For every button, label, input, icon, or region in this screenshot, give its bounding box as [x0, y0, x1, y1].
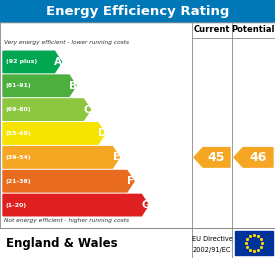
Text: (1-20): (1-20): [6, 203, 27, 208]
Polygon shape: [234, 148, 273, 167]
Polygon shape: [3, 123, 105, 144]
Text: 2002/91/EC: 2002/91/EC: [193, 247, 231, 253]
Text: A: A: [54, 57, 62, 67]
Text: 45: 45: [208, 151, 225, 164]
Text: (39-54): (39-54): [6, 155, 32, 160]
Polygon shape: [3, 51, 62, 73]
Text: B: B: [69, 81, 77, 91]
Text: (21-38): (21-38): [6, 179, 32, 184]
Polygon shape: [3, 194, 148, 216]
Text: Current: Current: [194, 26, 230, 35]
Text: (81-91): (81-91): [6, 83, 32, 88]
Text: Not energy efficient - higher running costs: Not energy efficient - higher running co…: [4, 218, 129, 223]
Bar: [235, 231, 273, 255]
Polygon shape: [3, 171, 134, 192]
Text: (92 plus): (92 plus): [6, 59, 37, 64]
Text: C: C: [84, 105, 91, 115]
Polygon shape: [3, 75, 76, 96]
Polygon shape: [3, 147, 120, 168]
Polygon shape: [194, 148, 230, 167]
Text: Energy Efficiency Rating: Energy Efficiency Rating: [46, 4, 229, 18]
Text: D: D: [98, 128, 106, 139]
Text: 46: 46: [249, 151, 267, 164]
Text: Very energy efficient - lower running costs: Very energy efficient - lower running co…: [4, 40, 129, 45]
Polygon shape: [3, 99, 90, 120]
Text: England & Wales: England & Wales: [6, 237, 118, 249]
Text: E: E: [113, 152, 120, 162]
Text: G: G: [141, 200, 150, 210]
Bar: [0, 0, 275, 22]
Text: F: F: [127, 176, 134, 186]
Text: (69-80): (69-80): [6, 107, 32, 112]
Text: Potential: Potential: [232, 26, 275, 35]
Bar: [0, 22, 275, 228]
Text: (55-68): (55-68): [6, 131, 32, 136]
Text: EU Directive: EU Directive: [192, 236, 232, 243]
